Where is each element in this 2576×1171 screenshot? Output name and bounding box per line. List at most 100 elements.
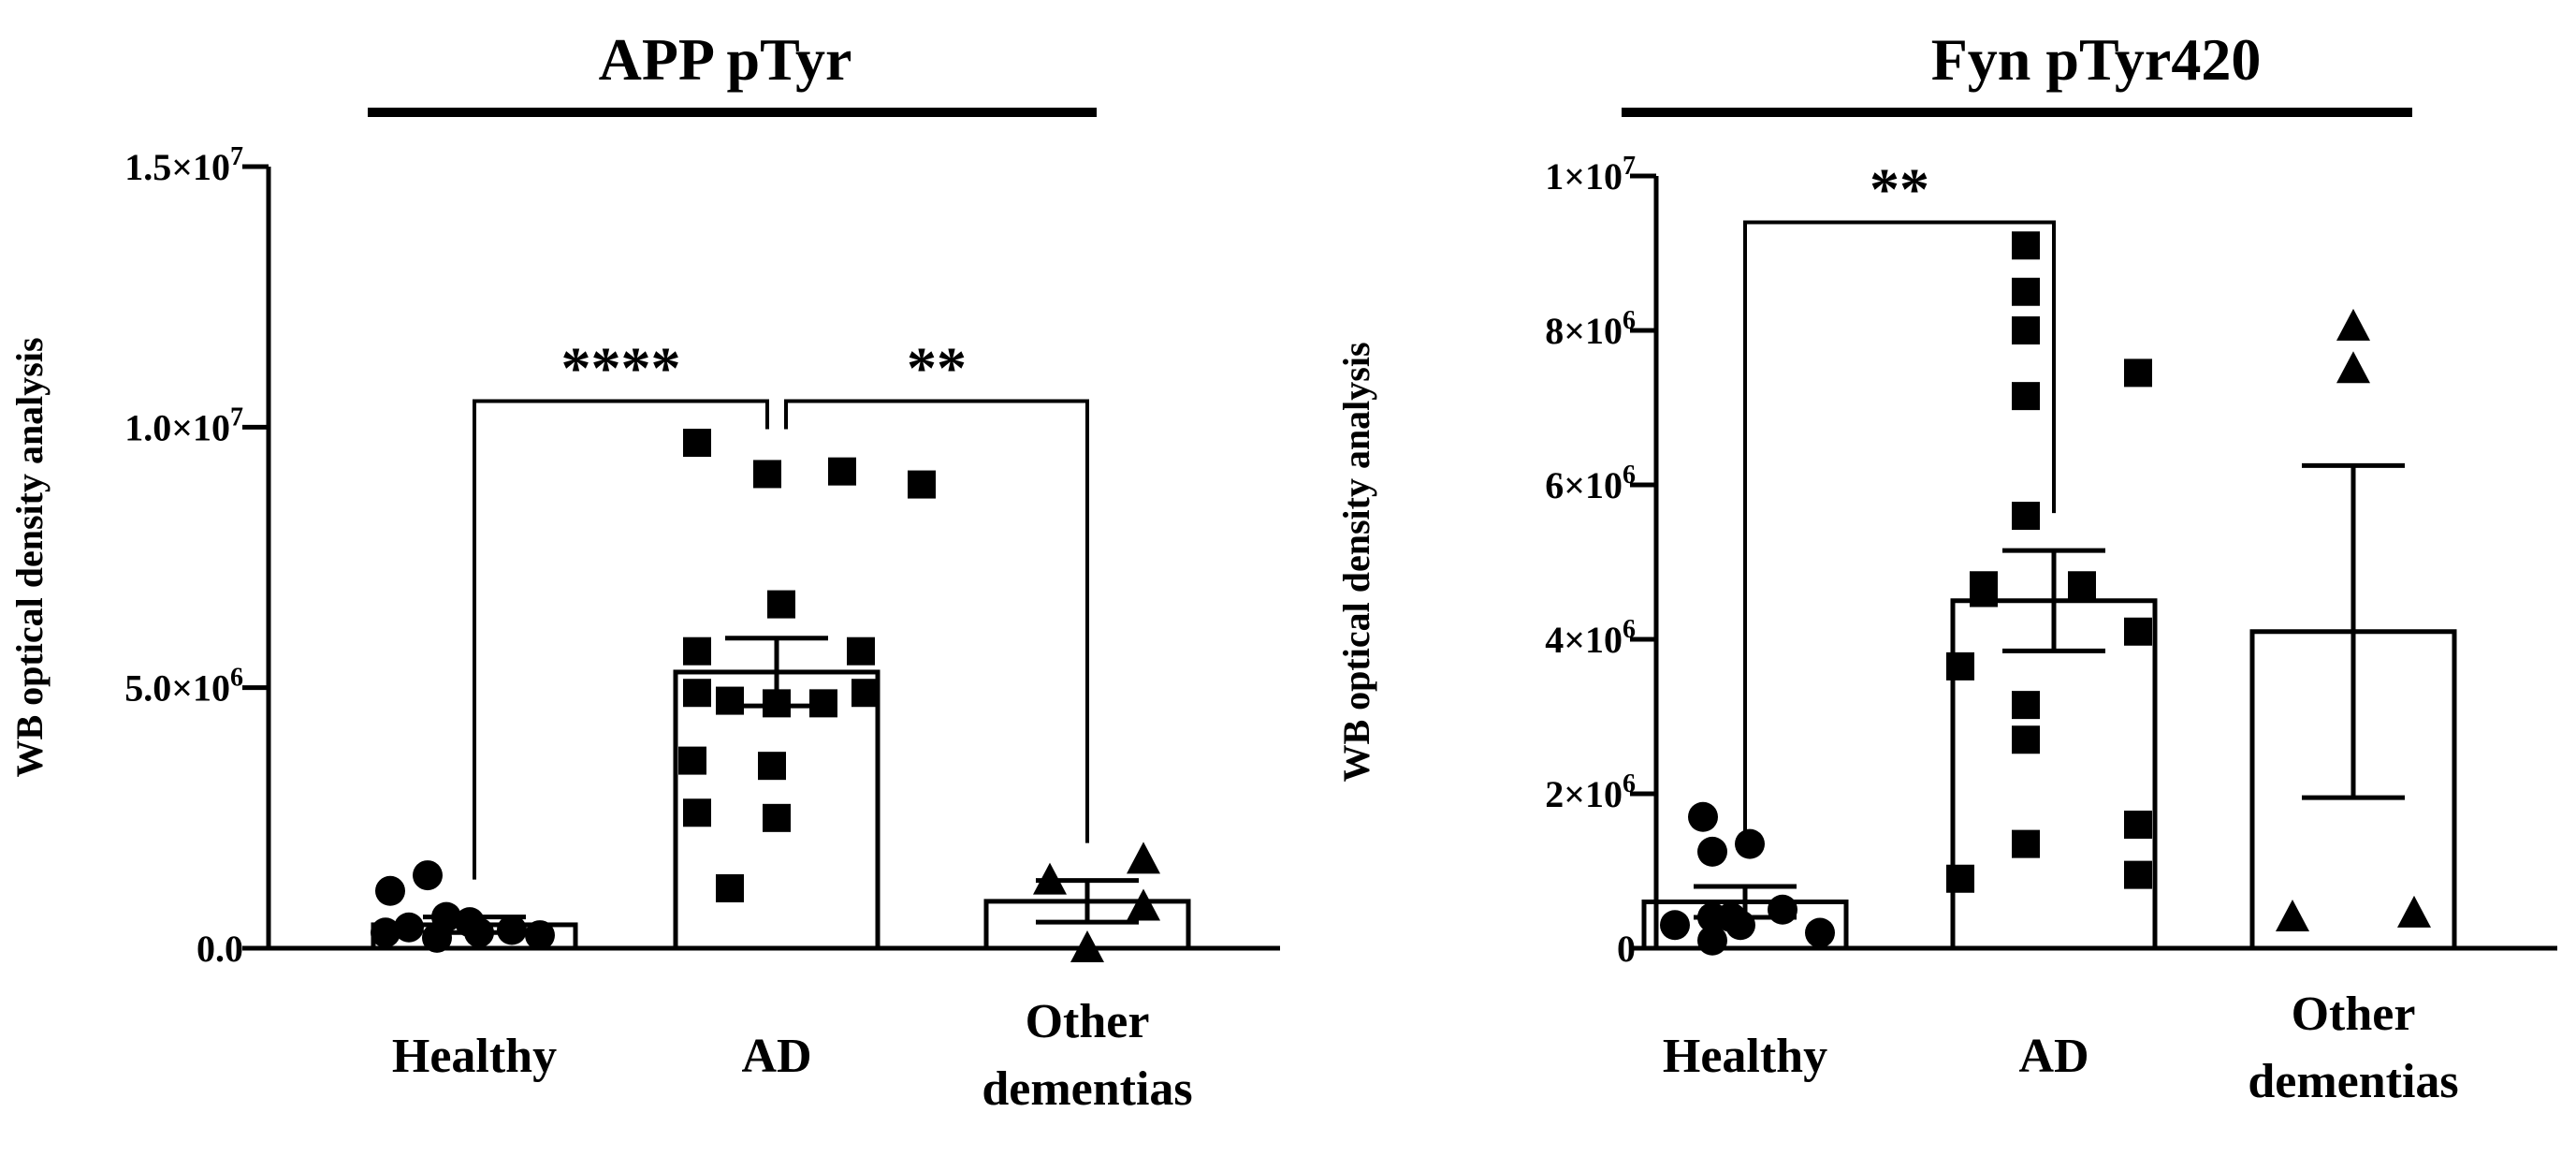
data-point <box>2397 895 2431 928</box>
data-point <box>2336 308 2370 341</box>
y-tick-exponent: 6 <box>230 664 243 693</box>
data-point <box>763 803 791 832</box>
data-point <box>1805 917 1835 948</box>
data-point <box>1697 925 1727 956</box>
data-point <box>2012 829 2040 858</box>
data-point <box>763 689 791 718</box>
y-tick-label: 8×106 <box>1545 306 1636 352</box>
y-tick-exponent: 6 <box>1623 306 1636 335</box>
data-point <box>2124 359 2152 388</box>
data-point <box>683 637 711 666</box>
data-point <box>525 920 555 951</box>
x-tick-label: Healthy <box>1663 1030 1827 1083</box>
data-point <box>413 860 443 891</box>
chart-title: Fyn pTyr420 <box>1931 26 2262 93</box>
data-point <box>847 637 875 666</box>
y-tick-base: 0 <box>1617 928 1636 970</box>
data-point <box>758 752 786 781</box>
data-point <box>767 590 795 619</box>
data-point <box>828 457 856 486</box>
panel-1: APP pTyr WB optical density analysis 0.0 5.… <box>8 26 1280 1116</box>
data-point <box>1688 801 1718 832</box>
data-point <box>1768 894 1797 925</box>
y-tick-exponent: 7 <box>1623 152 1636 181</box>
significance-bracket <box>473 399 769 880</box>
y-tick-base: 2×10 <box>1545 773 1623 815</box>
data-point <box>2012 382 2040 411</box>
data-point <box>422 922 452 953</box>
panel-2: Fyn pTyr420 WB optical density analysis 0 2… <box>1335 26 2557 1108</box>
y-tick-base: 5.0×10 <box>124 667 230 710</box>
significance-label: ** <box>907 335 967 402</box>
significance-bracket <box>1743 220 2056 849</box>
data-point <box>809 689 837 718</box>
y-tick-label: 2×106 <box>1545 769 1636 815</box>
y-tick-exponent: 6 <box>1623 615 1636 644</box>
y-tick-label: 0.0 <box>196 928 243 970</box>
data-point <box>375 875 405 906</box>
bar-2 <box>1950 598 2158 951</box>
significance-label: ** <box>1870 156 1929 223</box>
data-point <box>497 915 527 945</box>
data-point <box>2336 351 2370 384</box>
data-point <box>2276 900 2309 931</box>
y-tick-exponent: 7 <box>230 403 243 432</box>
y-tick-label: 5.0×106 <box>124 664 243 710</box>
x-tick-label: dementias <box>2248 1055 2458 1108</box>
y-tick-base: 8×10 <box>1545 310 1623 352</box>
data-point <box>1946 864 1974 893</box>
data-point <box>2012 316 2040 344</box>
y-tick-exponent: 7 <box>230 142 243 171</box>
y-tick-base: 1.0×10 <box>124 406 230 448</box>
y-tick-label: 1.5×107 <box>124 142 243 188</box>
data-point <box>2124 617 2152 646</box>
y-tick-label: 1×107 <box>1545 152 1636 198</box>
data-point <box>371 917 400 948</box>
y-tick-label: 0 <box>1617 928 1636 970</box>
data-point <box>716 686 744 715</box>
data-point <box>683 679 711 708</box>
y-tick-base: 1.5×10 <box>124 146 230 188</box>
y-tick-base: 0.0 <box>196 928 243 970</box>
significance-label: **** <box>561 335 681 402</box>
data-point <box>2012 502 2040 530</box>
y-tick-base: 1×10 <box>1545 155 1623 198</box>
data-point <box>1970 578 1998 607</box>
data-point <box>851 679 880 708</box>
data-point <box>1127 888 1160 921</box>
x-tick-label: AD <box>2018 1030 2088 1083</box>
data-point <box>1660 910 1690 941</box>
data-point <box>464 917 494 948</box>
data-point <box>2012 691 2040 720</box>
data-point <box>2012 277 2040 306</box>
y-axis-label: WB optical density analysis <box>1335 342 1377 782</box>
data-point <box>683 429 711 458</box>
significance-bracket <box>784 399 1089 843</box>
data-point <box>394 912 424 943</box>
y-axis-label: WB optical density analysis <box>8 337 51 777</box>
y-tick-label: 4×106 <box>1545 615 1636 661</box>
data-point <box>753 460 781 489</box>
data-point <box>2068 571 2096 600</box>
data-point <box>678 746 706 775</box>
data-point <box>1697 902 1727 932</box>
y-tick-base: 4×10 <box>1545 619 1623 661</box>
data-point <box>1946 651 1974 681</box>
x-tick-label: Healthy <box>392 1030 557 1083</box>
y-tick-base: 6×10 <box>1545 464 1623 506</box>
y-tick-label: 1.0×107 <box>124 403 243 448</box>
data-point <box>1033 862 1067 895</box>
data-point <box>2124 860 2152 889</box>
chart-title: APP pTyr <box>599 26 852 93</box>
y-tick-label: 6×106 <box>1545 461 1636 506</box>
data-point <box>908 470 936 499</box>
x-tick-label: Other <box>2292 988 2416 1041</box>
y-tick-exponent: 6 <box>1623 461 1636 490</box>
x-tick-label: dementias <box>982 1062 1192 1116</box>
data-point <box>1735 828 1765 859</box>
data-point <box>2124 811 2152 839</box>
y-tick-exponent: 6 <box>1623 769 1636 798</box>
x-tick-label: AD <box>741 1030 811 1083</box>
